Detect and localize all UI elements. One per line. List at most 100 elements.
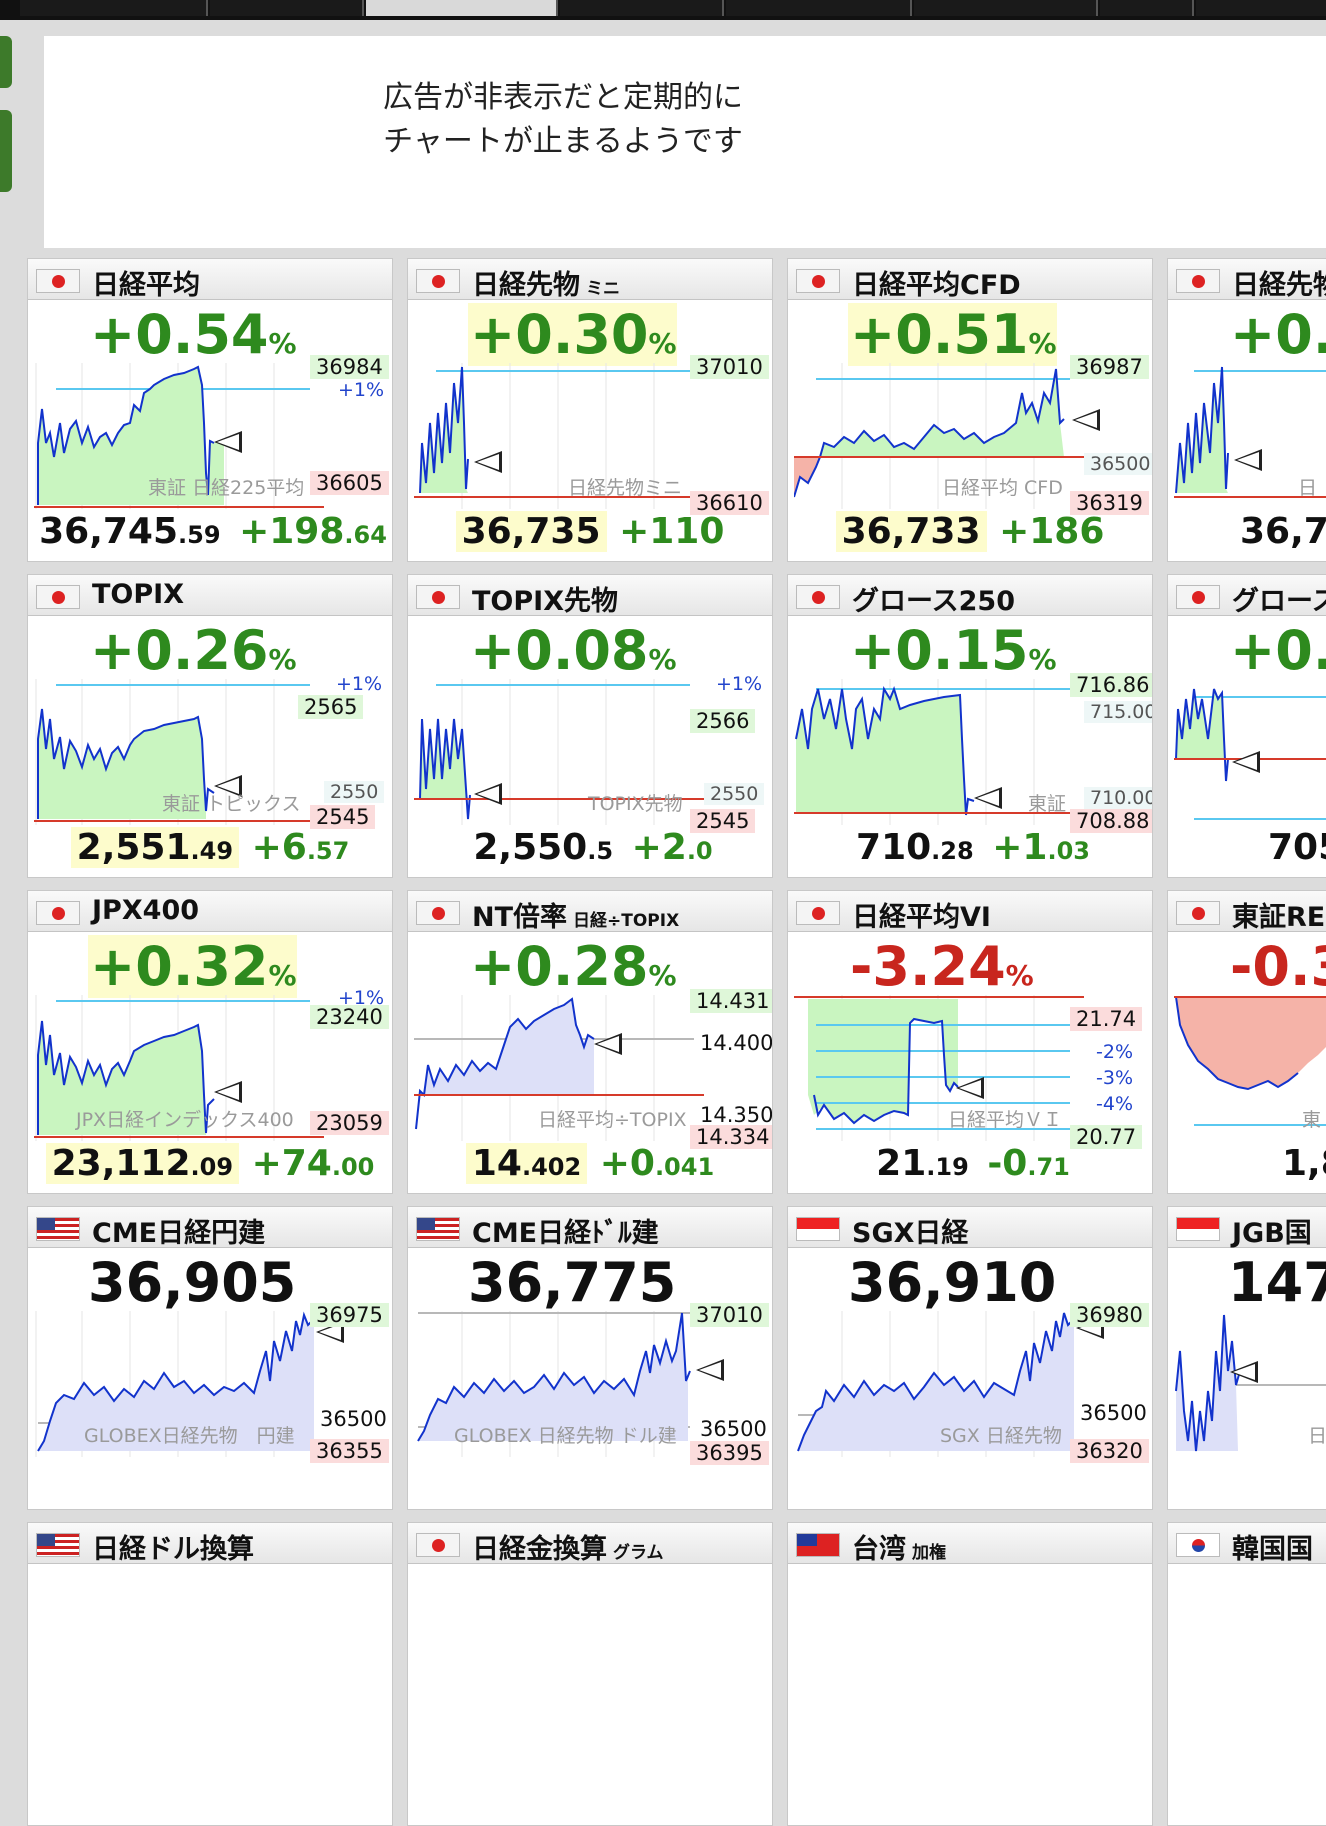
chart-watermark: 日 [1308, 1425, 1326, 1447]
top-tab[interactable] [210, 0, 364, 16]
mid-level-label: 36500 [1084, 453, 1152, 475]
us-flag-icon [416, 1217, 460, 1241]
card-nikkei225[interactable]: 日経平均 +0.54% 36984 +1% 36605 東証 日経225平均 3… [27, 258, 393, 562]
intraday-chart [414, 363, 704, 509]
last-price: 36,910 [848, 1251, 1057, 1314]
current-price-marker-icon [696, 1359, 724, 1381]
top-tab[interactable] [914, 0, 1098, 16]
card-header [408, 891, 772, 932]
upper-level-label: 716.86 [1070, 673, 1152, 697]
price-footer: 36,72 [1240, 511, 1326, 552]
card-title: 日経金換算 グラム [472, 1534, 664, 1565]
current-price-marker-icon [474, 783, 502, 805]
card-topix-futures[interactable]: TOPIX先物 +0.08% +1% 2566 2550 2545 TOPIX先… [407, 574, 773, 878]
lower-level-label: 2545 [310, 805, 376, 829]
card-nikkei-futures-mini[interactable]: 日経先物 ミニ +0.30% 37010 36610 日経先物ミニ 36,735 … [407, 258, 773, 562]
lower-level-label: 36605 [310, 471, 389, 495]
card-nikkei-cfd[interactable]: 日経平均CFD +0.51% 36987 36500 36319 日経平均 CF… [787, 258, 1153, 562]
card-title: 日経先物 ミニ [472, 270, 620, 301]
change-percent: +0.51% [848, 303, 1057, 366]
card-title: 日経ドル換算 [92, 1534, 254, 1565]
side-button[interactable] [0, 36, 12, 88]
top-tab[interactable] [726, 0, 912, 16]
upper-level-label: 36984 [310, 355, 389, 379]
lower-level-label: 20.77 [1070, 1125, 1143, 1149]
side-button[interactable] [0, 110, 12, 192]
intraday-chart [34, 363, 324, 509]
ad-text-line1: 広告が非表示だと定期的に [383, 80, 743, 115]
upper-level-label: 37010 [690, 355, 769, 379]
mid-level-label: 2550 [704, 783, 765, 805]
change-percent: -0.3 [1230, 935, 1326, 998]
chart-watermark: 日経平均 CFD [942, 477, 1063, 499]
card-title: 台湾 加権 [852, 1534, 946, 1565]
card-title: 韓国国 [1232, 1534, 1313, 1565]
card-header [408, 575, 772, 616]
minus-two-percent-label: -2% [1096, 1041, 1133, 1063]
intraday-chart [34, 679, 324, 825]
card-nikkei-futures-partial[interactable]: 日経先物 +0.3 日 36,72 [1167, 258, 1326, 562]
lower-level-label: 36610 [690, 491, 769, 515]
chart-watermark: 東証 トピックス [162, 793, 301, 815]
card-title: TOPIX先物 [472, 586, 619, 617]
card-nt-ratio[interactable]: NT倍率 日経÷TOPIX +0.28% 14.431 14.400 14.350… [407, 890, 773, 1194]
card-topix[interactable]: TOPIX +0.26% +1% 2565 2550 2545 東証 トピックス… [27, 574, 393, 878]
intraday-chart [1175, 1314, 1326, 1452]
current-price-marker-icon [594, 1033, 622, 1055]
card-jpx400[interactable]: JPX400 +0.32% +1% 23240 23059 JPX日経インデック… [27, 890, 393, 1194]
top-tab[interactable] [20, 0, 208, 16]
japan-flag-icon [36, 585, 80, 609]
japan-flag-icon [36, 901, 80, 925]
intraday-chart [1174, 996, 1326, 1126]
change-percent: +0.26% [90, 619, 297, 682]
japan-flag-icon [1176, 901, 1220, 925]
card-header [28, 575, 392, 616]
us-flag-icon [36, 1217, 80, 1241]
card-nikkei-usd-converted[interactable]: 日経ドル換算 [27, 1522, 393, 1826]
card-title: TOPIX [92, 579, 185, 610]
intraday-chart [794, 679, 1084, 825]
mid2-level-label: 14.350 [700, 1103, 773, 1127]
current-price-marker-icon [214, 1081, 242, 1103]
card-title: CME日経円建 [92, 1218, 266, 1249]
chart-watermark: SGX 日経先物 [940, 1425, 1062, 1447]
top-tab[interactable] [560, 0, 724, 16]
current-price-marker-icon [214, 775, 242, 797]
top-tab-active[interactable] [366, 0, 558, 16]
change-percent: +0.28% [470, 935, 677, 998]
plus-one-percent-label: +1% [338, 987, 385, 1009]
japan-flag-icon [1176, 585, 1220, 609]
last-price: 147 [1228, 1251, 1326, 1314]
chart-watermark: GLOBEX日経先物 円建 [84, 1425, 295, 1447]
card-sgx-nikkei[interactable]: SGX日経 36,910 36980 36500 36320 SGX 日経先物 [787, 1206, 1153, 1510]
card-title: グロース250 [852, 586, 1016, 617]
card-korea-partial[interactable]: 韓国国 [1167, 1522, 1326, 1826]
card-title: SGX日経 [852, 1218, 969, 1249]
upper-level-label: 2565 [298, 695, 364, 719]
intraday-chart [797, 1311, 1075, 1457]
card-header [408, 259, 772, 300]
card-nikkei-vi[interactable]: 日経平均VI -3.24% 21.74 -2% -3% -4% 20.77 日経… [787, 890, 1153, 1194]
korea-flag-icon [1176, 1533, 1220, 1557]
card-cme-nikkei-usd[interactable]: CME日経ﾄﾞﾙ建 36,775 37010 36500 36395 GLOBE… [407, 1206, 773, 1510]
card-header [28, 259, 392, 300]
upper-level-label: 36980 [1070, 1303, 1149, 1327]
card-cme-nikkei-yen[interactable]: CME日経円建 36,905 36975 36500 36355 GLOBEX日… [27, 1206, 393, 1510]
chart-watermark: 日経平均ＶＩ [948, 1109, 1063, 1131]
plus-one-percent-label: +1% [716, 673, 763, 695]
price-footer: 21.19 -0.71 [876, 1143, 1070, 1184]
card-growth250[interactable]: グロース250 +0.15% 716.86 715.00 710.00 708.… [787, 574, 1153, 878]
card-jgb-partial[interactable]: JGB国 147 日 [1167, 1206, 1326, 1510]
card-growth-partial[interactable]: グロース +0.0 705 [1167, 574, 1326, 878]
japan-flag-icon [796, 269, 840, 293]
card-taiwan-weighted[interactable]: 台湾 加権 [787, 1522, 1153, 1826]
top-tab[interactable] [1100, 0, 1194, 16]
lower-level-label: 708.88 [1070, 809, 1152, 833]
card-nikkei-gold-converted[interactable]: 日経金換算 グラム [407, 1522, 773, 1826]
card-tse-reit-partial[interactable]: 東証RE -0.3 東 1,8 [1167, 890, 1326, 1194]
minus-three-percent-label: -3% [1096, 1067, 1133, 1089]
chart-watermark: JPX日経インデックス400 [76, 1109, 294, 1131]
top-tab[interactable] [1196, 0, 1326, 16]
chart-watermark: 日 [1298, 477, 1318, 499]
chart-watermark: 東証 日経225平均 [148, 477, 305, 499]
